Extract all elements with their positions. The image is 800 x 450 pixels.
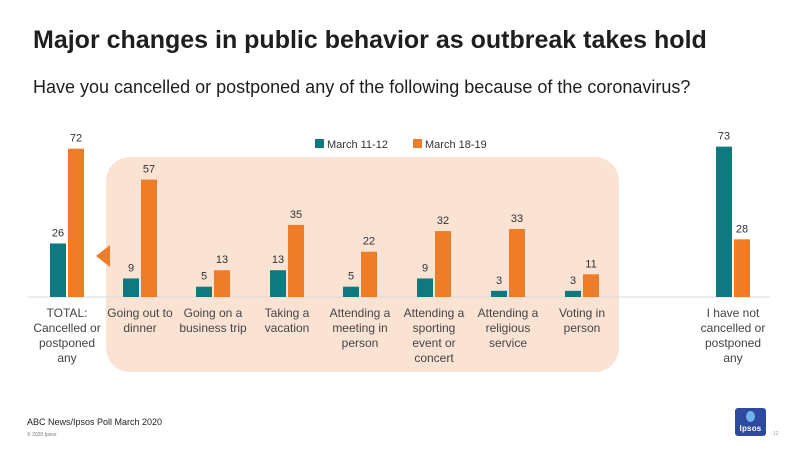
- category-label: Voting in person: [559, 306, 605, 335]
- legend-label: March 11-12: [327, 139, 388, 151]
- value-label: 57: [143, 164, 155, 176]
- category-label: Attending a meeting in person: [330, 306, 391, 350]
- page-subtitle: Have you cancelled or postponed any of t…: [33, 77, 691, 97]
- legend-swatch: [413, 139, 422, 148]
- bar-march-18-19-2: [214, 270, 230, 297]
- category-label: Attending a religious service: [478, 306, 539, 350]
- source-note: ABC News/Ipsos Poll March 2020: [27, 417, 163, 427]
- bar-march-18-19-7: [583, 274, 599, 297]
- category-label: I have not cancelled or postponed any: [701, 306, 766, 365]
- bar-march-18-19-4: [361, 251, 377, 297]
- logo-text: Ipsos: [739, 424, 762, 433]
- bar-march-18-19-3: [288, 224, 304, 297]
- bar-march-11-12-8: [716, 146, 732, 297]
- value-label: 22: [363, 236, 375, 248]
- bar-march-11-12-2: [196, 286, 212, 297]
- value-label: 9: [422, 262, 428, 274]
- value-label: 26: [52, 227, 64, 239]
- category-label: Going out to dinner: [107, 306, 173, 335]
- bar-march-11-12-1: [123, 278, 139, 297]
- value-label: 5: [201, 271, 207, 283]
- bar-march-18-19-0: [68, 148, 84, 297]
- bar-march-18-19-6: [509, 229, 525, 297]
- value-label: 3: [570, 275, 576, 287]
- bar-march-18-19-8: [734, 239, 750, 297]
- value-label: 13: [272, 254, 284, 266]
- bar-march-18-19-1: [141, 179, 157, 297]
- value-label: 5: [348, 271, 354, 283]
- value-label: 73: [718, 131, 730, 143]
- value-label: 33: [511, 213, 523, 225]
- value-label: 72: [70, 133, 82, 145]
- bar-march-11-12-6: [491, 290, 507, 297]
- legend-swatch: [315, 139, 324, 148]
- copyright-note: © 2020 Ipsos: [27, 432, 57, 438]
- value-label: 32: [437, 215, 449, 227]
- category-label: Going on a business trip: [179, 306, 247, 335]
- ipsos-logo: Ipsos: [735, 408, 766, 436]
- bar-march-11-12-4: [343, 286, 359, 297]
- page-number: 12: [773, 431, 779, 437]
- value-label: 11: [585, 258, 596, 270]
- category-label: Taking a vacation: [265, 306, 310, 335]
- bar-march-11-12-3: [270, 270, 286, 297]
- value-label: 13: [216, 254, 228, 266]
- legend-label: March 18-19: [425, 139, 487, 151]
- value-label: 3: [496, 275, 502, 287]
- bars-group: [50, 146, 750, 297]
- logo-swoosh-icon: [746, 411, 755, 422]
- value-label: 35: [290, 209, 302, 221]
- left-arrow-icon: [96, 245, 110, 267]
- category-label: TOTAL: Cancelled or postponed any: [33, 306, 100, 365]
- legend: March 11-12 March 18-19: [315, 139, 487, 151]
- bar-march-11-12-7: [565, 290, 581, 297]
- value-label: 28: [736, 223, 748, 235]
- value-label: 9: [128, 262, 134, 274]
- bar-march-18-19-5: [435, 231, 451, 297]
- category-label: Attending a sporting event or concert: [404, 306, 465, 365]
- bar-march-11-12-5: [417, 278, 433, 297]
- page-title: Major changes in public behavior as outb…: [33, 26, 707, 54]
- bar-march-11-12-0: [50, 243, 66, 297]
